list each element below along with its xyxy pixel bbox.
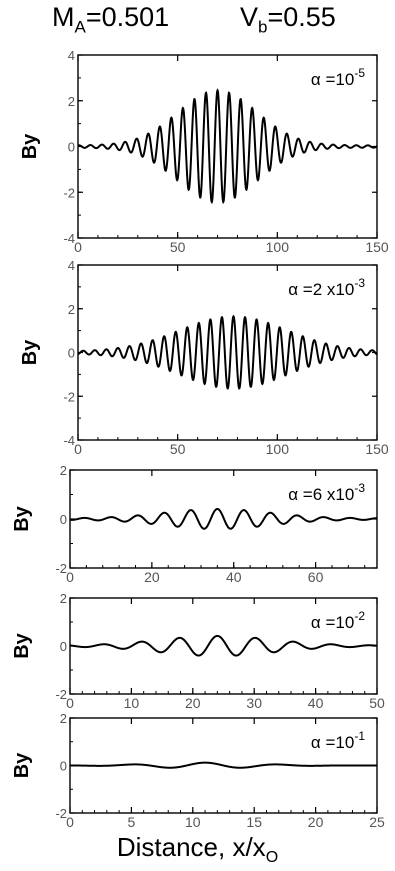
header-vb-base: V bbox=[240, 2, 259, 32]
y-tick-label: -2 bbox=[55, 687, 67, 702]
x-tick-label: 150 bbox=[365, 441, 389, 457]
series-line bbox=[77, 88, 378, 205]
x-tick-label: 40 bbox=[226, 569, 242, 585]
x-tick-label: 0 bbox=[74, 239, 82, 255]
header-ma: MA=0.501 bbox=[52, 2, 169, 37]
y-tick-label: -2 bbox=[63, 389, 75, 404]
x-tick-label: 0 bbox=[66, 695, 74, 711]
alpha-annotation-base: 10 bbox=[335, 613, 354, 632]
x-axis-label: Distance, x/xO bbox=[0, 832, 395, 867]
y-tick-label: 2 bbox=[68, 302, 75, 317]
alpha-annotation: α =6 x10-3 bbox=[288, 481, 365, 504]
series-line bbox=[70, 761, 377, 769]
x-tick-label: 5 bbox=[128, 814, 136, 830]
alpha-annotation-base: 10 bbox=[335, 280, 354, 299]
x-tick-label: 0 bbox=[66, 569, 74, 585]
alpha-annotation-exponent: -3 bbox=[354, 481, 365, 495]
x-tick-label: 0 bbox=[74, 441, 82, 457]
alpha-annotation: α =10-1 bbox=[311, 729, 365, 752]
alpha-annotation-prefix: α = bbox=[311, 613, 336, 632]
alpha-annotation: α =10-5 bbox=[311, 66, 365, 89]
alpha-annotation-base: 10 bbox=[335, 733, 354, 752]
header-ma-sub: A bbox=[74, 17, 86, 37]
y-tick-label: -4 bbox=[63, 433, 75, 448]
x-axis-label-text: Distance, x/x bbox=[116, 832, 266, 862]
header-ma-value: =0.501 bbox=[85, 2, 170, 32]
y-axis-label: By bbox=[11, 505, 33, 531]
alpha-annotation-base: 10 bbox=[335, 485, 354, 504]
y-tick-label: 0 bbox=[60, 639, 67, 654]
alpha-annotation-exponent: -2 bbox=[354, 609, 365, 623]
series-line bbox=[69, 507, 377, 530]
y-tick-label: 0 bbox=[60, 759, 67, 774]
y-tick-label: -2 bbox=[63, 185, 75, 200]
alpha-annotation-prefix: α = bbox=[311, 70, 336, 89]
y-axis-label: By bbox=[19, 133, 41, 159]
alpha-annotation-base: 10 bbox=[335, 70, 354, 89]
x-tick-label: 150 bbox=[365, 239, 389, 255]
alpha-annotation: α =10-2 bbox=[311, 609, 365, 632]
panel-2: -4 -2 0 2 4 0 50 100 150 By α =2 x10-3 bbox=[19, 258, 389, 457]
x-tick-label: 0 bbox=[66, 814, 74, 830]
y-tick-label: 4 bbox=[68, 258, 75, 273]
y-axis-label: By bbox=[11, 752, 33, 778]
header-ma-base: M bbox=[52, 2, 75, 32]
x-tick-label: 60 bbox=[308, 569, 324, 585]
x-tick-label: 20 bbox=[185, 695, 201, 711]
x-tick-label: 100 bbox=[266, 239, 290, 255]
y-tick-label: 2 bbox=[68, 94, 75, 109]
y-tick-label: 4 bbox=[68, 48, 75, 63]
y-tick-label: -2 bbox=[55, 561, 67, 576]
alpha-annotation: α =2 x10-3 bbox=[288, 276, 365, 299]
panel-1: -4 -2 0 2 4 0 50 100 150 By α =10-5 bbox=[19, 48, 389, 255]
x-axis-label-sub: O bbox=[265, 849, 279, 867]
y-tick-label: -2 bbox=[55, 806, 67, 821]
y-tick-label: 0 bbox=[60, 512, 67, 527]
x-tick-label: 20 bbox=[144, 569, 160, 585]
y-tick-label: 2 bbox=[60, 591, 67, 606]
header-vb-sub: b bbox=[258, 17, 268, 37]
y-tick-label: -4 bbox=[63, 231, 75, 246]
x-tick-label: 100 bbox=[266, 441, 290, 457]
alpha-annotation-prefix: α =6 x bbox=[288, 485, 336, 504]
x-tick-label: 50 bbox=[369, 695, 385, 711]
y-axis-label: By bbox=[19, 339, 41, 365]
alpha-annotation-prefix: α = bbox=[311, 733, 336, 752]
y-tick-label: 0 bbox=[68, 346, 75, 361]
series-line bbox=[69, 634, 378, 657]
x-tick-label: 10 bbox=[185, 814, 201, 830]
alpha-annotation-exponent: -5 bbox=[354, 66, 365, 80]
header-vb-value: =0.55 bbox=[267, 2, 336, 32]
x-tick-label: 20 bbox=[308, 814, 324, 830]
header-vb: Vb=0.55 bbox=[240, 2, 336, 37]
x-tick-label: 30 bbox=[246, 695, 262, 711]
x-tick-label: 25 bbox=[369, 814, 385, 830]
series-line bbox=[77, 314, 378, 390]
x-tick-label: 10 bbox=[124, 695, 140, 711]
x-tick-label: 50 bbox=[170, 239, 186, 255]
y-tick-label: 0 bbox=[68, 140, 75, 155]
x-tick-label: 40 bbox=[308, 695, 324, 711]
x-tick-label: 50 bbox=[170, 441, 186, 457]
y-tick-label: 2 bbox=[60, 711, 67, 726]
alpha-annotation-prefix: α =2 x bbox=[288, 280, 336, 299]
y-tick-label: 2 bbox=[60, 463, 67, 478]
alpha-annotation-exponent: -3 bbox=[354, 276, 365, 290]
x-tick-label: 15 bbox=[246, 814, 262, 830]
y-axis-label: By bbox=[11, 632, 33, 658]
alpha-annotation-exponent: -1 bbox=[354, 729, 365, 743]
